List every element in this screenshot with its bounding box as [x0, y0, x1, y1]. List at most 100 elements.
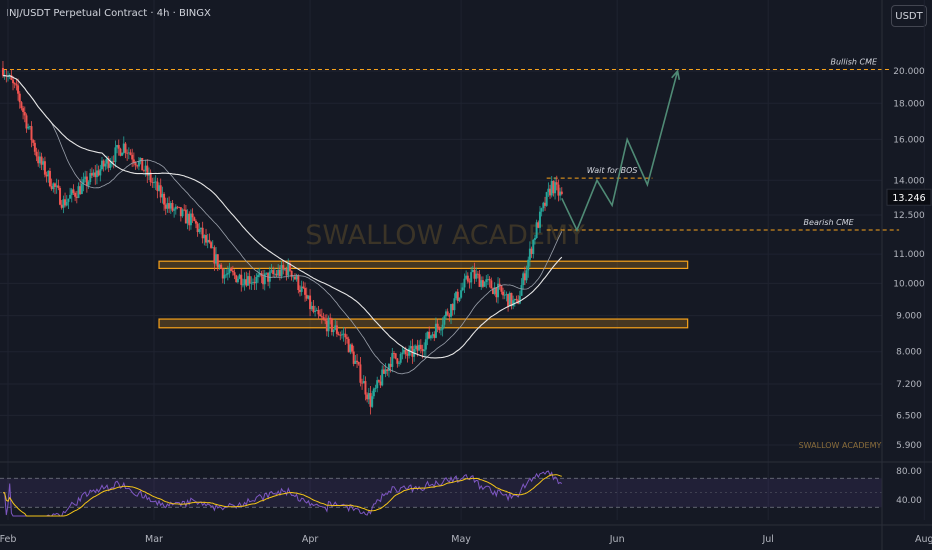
candle-body: [225, 274, 228, 276]
price-tick-label: 11.000: [893, 250, 925, 260]
candle-body: [342, 333, 345, 335]
candle-body: [176, 206, 179, 208]
candle-body: [216, 254, 219, 268]
candle-body: [389, 363, 392, 367]
candle-body: [518, 295, 521, 304]
candle-body: [439, 329, 442, 331]
candle-body: [497, 283, 500, 298]
candle-body: [191, 213, 194, 218]
candle-body: [257, 275, 260, 278]
candle-body: [554, 182, 557, 194]
time-tick-label: Mar: [145, 534, 163, 545]
candle-body: [40, 156, 43, 165]
candle-body: [246, 276, 249, 286]
candle-body: [250, 282, 253, 284]
candle-body: [436, 323, 439, 328]
candle-body: [364, 381, 367, 395]
candle-body: [156, 181, 159, 191]
candle-body: [401, 352, 404, 355]
candle-body: [411, 346, 414, 357]
candle-body: [72, 189, 75, 193]
candle-body: [483, 281, 486, 287]
candle-body: [245, 279, 248, 286]
candle-body: [292, 276, 295, 278]
candle-body: [399, 354, 402, 363]
candle-body: [453, 298, 456, 311]
candle-body: [448, 314, 451, 317]
candle-body: [163, 193, 166, 205]
candle-body: [433, 334, 436, 338]
candle-body: [347, 338, 350, 353]
price-axis: 20.000 18.000 16.000 14.000 12.500 11.000 10.0…: [893, 67, 925, 451]
candle-body: [151, 182, 154, 183]
currency-button[interactable]: USDT: [891, 5, 927, 27]
candle-body: [206, 239, 209, 243]
candle-body: [428, 331, 431, 339]
candle-body: [418, 344, 421, 351]
level-label: Bearish CME: [804, 218, 855, 227]
candle-body: [236, 278, 239, 283]
candle-body: [67, 198, 70, 202]
candle-body: [215, 254, 218, 264]
candle-body: [414, 345, 417, 349]
price-tick-label: 6.500: [896, 411, 922, 421]
candle-body: [527, 259, 530, 271]
candle-body: [149, 172, 152, 183]
candle-body: [508, 292, 511, 307]
candle-body: [337, 333, 340, 335]
candle-body: [231, 270, 234, 273]
candle-body: [94, 172, 97, 178]
candle-body: [55, 185, 58, 187]
candle-body: [106, 158, 109, 164]
candle-body: [131, 154, 134, 160]
candle-body: [431, 334, 434, 336]
price-tick-label: 12.500: [893, 211, 925, 221]
level-label: Bullish CME: [831, 57, 878, 66]
candle-body: [126, 152, 129, 154]
candle-body: [262, 276, 265, 285]
current-price-badge: [886, 188, 932, 206]
candle-body: [309, 295, 312, 310]
candle-body: [89, 173, 92, 182]
candle-body: [228, 268, 231, 274]
candle-body: [382, 369, 385, 374]
candle-body: [90, 173, 93, 176]
candle-body: [299, 290, 301, 292]
candle-body: [394, 353, 397, 359]
candle-body: [114, 147, 117, 162]
candle-body: [293, 276, 296, 280]
candle-body: [304, 288, 307, 295]
price-tick-label: 10.000: [893, 279, 925, 289]
candle-body: [186, 213, 189, 224]
price-tick-label: 8.000: [896, 348, 922, 358]
candle-body: [392, 353, 395, 354]
candle-body: [354, 360, 357, 364]
candle-body: [359, 364, 362, 383]
candle-body: [57, 185, 60, 189]
candle-body: [169, 203, 172, 209]
candle-body: [285, 269, 288, 276]
candle-body: [460, 290, 463, 298]
candle-body: [38, 156, 41, 164]
candle-body: [132, 159, 135, 163]
candle-body: [515, 298, 518, 300]
candle-body: [144, 165, 147, 171]
candle-body: [404, 349, 407, 355]
candle-body: [33, 142, 36, 152]
candle-body: [330, 319, 333, 333]
candle-body: [174, 206, 177, 210]
candle-body: [258, 273, 261, 276]
candle-body: [168, 203, 171, 209]
watermark-corner: SWALLOW ACADEMY: [799, 441, 882, 450]
candle-body: [275, 273, 278, 276]
candle-body: [87, 181, 90, 186]
price-tick-label: 20.000: [893, 67, 925, 77]
candle-body: [481, 280, 484, 287]
candle-body: [391, 353, 394, 367]
candle-body: [92, 172, 95, 176]
candle-body: [443, 316, 446, 325]
candle-body: [196, 223, 199, 233]
candle-body: [129, 152, 132, 155]
candle-body: [366, 394, 369, 400]
